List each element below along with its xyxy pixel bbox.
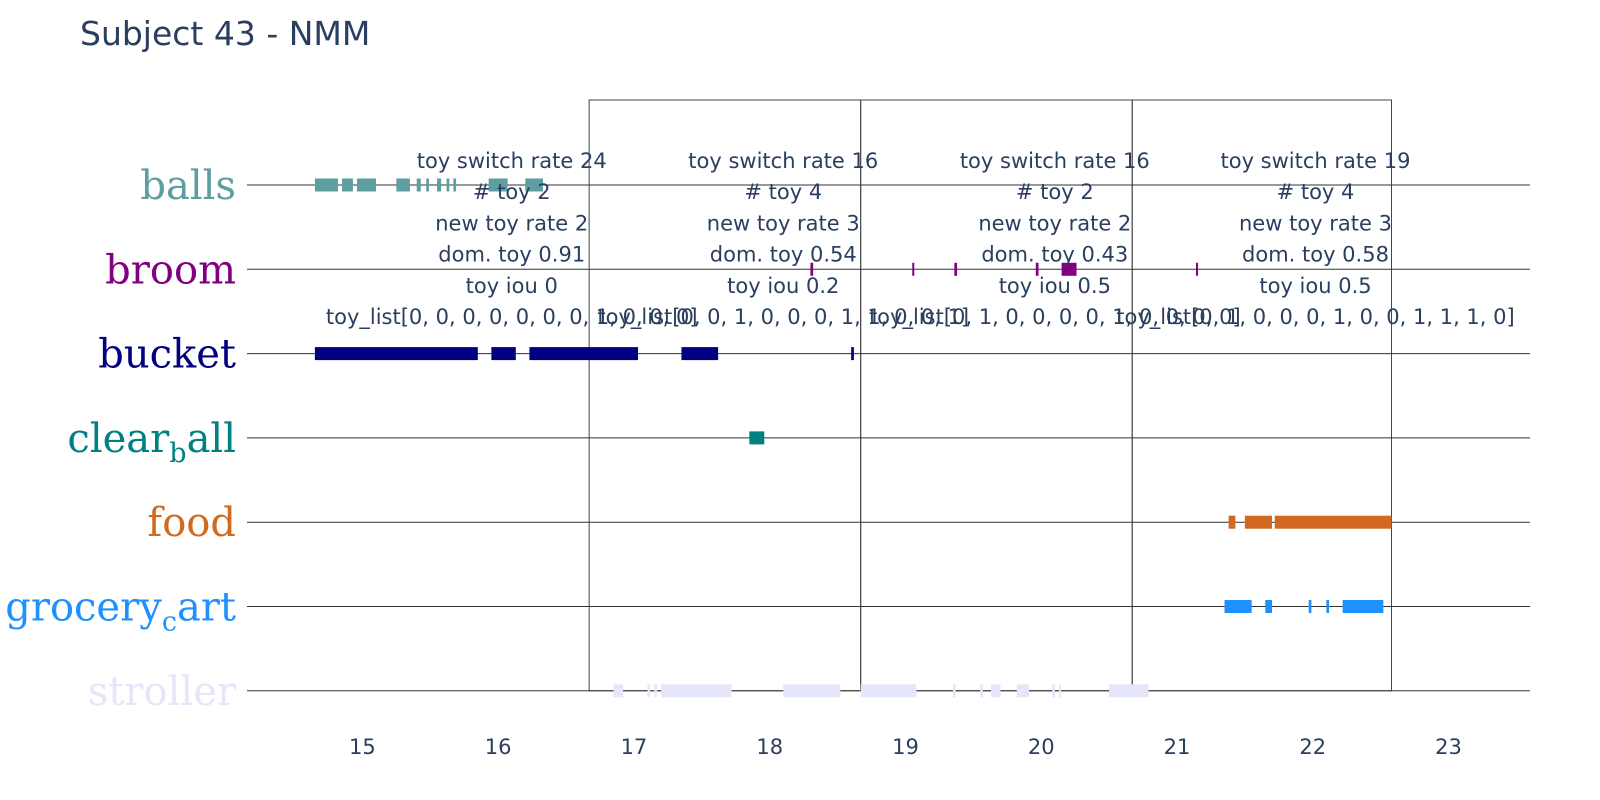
annotation-window-3-line-2: # toy 2 <box>1016 180 1094 204</box>
annotation-window-2-line-5: toy iou 0.2 <box>727 274 839 298</box>
annotation-window-4-line-2: # toy 4 <box>1277 180 1355 204</box>
segment-bucket-5 <box>851 347 854 361</box>
annotation-window-1-line-2: # toy 2 <box>473 180 551 204</box>
segment-balls-1 <box>314 178 338 192</box>
annotation-window-3-line-1: toy switch rate 16 <box>960 149 1150 173</box>
segment-food-2 <box>1244 515 1273 529</box>
segment-grocery_cart-5 <box>1342 600 1384 613</box>
annotation-window-3-line-5: toy iou 0.5 <box>999 274 1111 298</box>
xtick-18: 18 <box>756 735 783 759</box>
segment-food-1 <box>1228 515 1236 529</box>
segment-stroller-5 <box>783 684 841 698</box>
segment-stroller-3 <box>654 684 658 698</box>
xtick-22: 22 <box>1299 735 1326 759</box>
xtick-15: 15 <box>349 735 376 759</box>
segment-broom-3 <box>954 262 958 276</box>
segment-broom-1 <box>810 262 814 276</box>
ytick-stroller: stroller <box>88 669 237 715</box>
segment-balls-9 <box>453 178 457 192</box>
annotation-window-1-line-1: toy switch rate 24 <box>417 149 607 173</box>
segment-stroller-1 <box>613 684 624 698</box>
segment-bucket-3 <box>529 347 639 361</box>
annotation-window-1-line-5: toy iou 0 <box>466 274 558 298</box>
annotation-window-2-line-4: dom. toy 0.54 <box>710 243 857 267</box>
xtick-16: 16 <box>485 735 512 759</box>
segment-stroller-2 <box>647 684 651 698</box>
annotation-window-3-line-6: toy_list[0, 1, 0, 0, 0, 0, 1, 0, 0, 0, 0… <box>869 305 1241 330</box>
segment-balls-5 <box>416 178 421 192</box>
segment-stroller-13 <box>1109 684 1149 698</box>
annotation-window-3-line-4: dom. toy 0.43 <box>981 243 1128 267</box>
segment-balls-10 <box>488 178 508 192</box>
annotation-window-4-line-4: dom. toy 0.58 <box>1242 243 1389 267</box>
ytick-food: food <box>147 500 236 546</box>
annotation-window-3-line-3: new toy rate 2 <box>978 211 1131 235</box>
y-axis-labels: balls broom bucket clearball food grocerycart… <box>5 163 237 715</box>
annotation-window-4-line-5: toy iou 0.5 <box>1259 274 1371 298</box>
xtick-21: 21 <box>1164 735 1191 759</box>
segment-stroller-10 <box>1016 684 1030 698</box>
annotation-window-4-line-3: new toy rate 3 <box>1239 211 1392 235</box>
segment-bucket-1 <box>314 347 478 361</box>
ytick-grocery_cart: grocerycart <box>5 585 236 638</box>
xtick-19: 19 <box>892 735 919 759</box>
segment-stroller-8 <box>980 684 983 698</box>
ytick-broom: broom <box>105 247 236 293</box>
annotation-window-2-line-1: toy switch rate 16 <box>688 149 878 173</box>
annotation-window-1-line-4: dom. toy 0.91 <box>438 243 585 267</box>
segment-stroller-12 <box>1058 684 1061 698</box>
segment-clear_ball-1 <box>749 431 765 445</box>
annotation-window-2-line-2: # toy 4 <box>744 180 822 204</box>
segment-balls-4 <box>396 178 410 192</box>
annotation-window-1-line-3: new toy rate 2 <box>435 211 588 235</box>
window-annotations: toy switch rate 24 # toy 2 new toy rate 2 d… <box>326 149 1515 330</box>
ytick-clear_ball: clearball <box>67 416 236 469</box>
segment-balls-3 <box>356 178 376 192</box>
segment-broom-5 <box>1061 262 1077 276</box>
segment-balls-8 <box>446 178 450 192</box>
segment-grocery_cart-1 <box>1224 600 1252 613</box>
annotation-window-4-line-6: toy_list[0, 1, 0, 0, 0, 1, 0, 0, 1, 1, 1… <box>1116 305 1514 330</box>
segment-stroller-4 <box>661 684 732 698</box>
segment-grocery_cart-4 <box>1326 600 1330 613</box>
xtick-23: 23 <box>1435 735 1462 759</box>
segment-broom-6 <box>1196 262 1199 276</box>
segment-broom-2 <box>912 262 915 276</box>
segment-balls-11 <box>525 178 543 192</box>
segment-balls-6 <box>426 178 429 192</box>
segment-stroller-6 <box>860 684 917 698</box>
segment-balls-2 <box>342 178 353 192</box>
annotation-window-4-line-1: toy switch rate 19 <box>1221 149 1411 173</box>
segment-stroller-9 <box>991 684 1001 698</box>
xtick-20: 20 <box>1028 735 1055 759</box>
segment-grocery_cart-3 <box>1308 600 1312 613</box>
segment-bucket-4 <box>681 347 719 361</box>
toy-segments <box>314 178 1392 698</box>
segment-stroller-7 <box>952 684 956 698</box>
segment-grocery_cart-2 <box>1265 600 1273 613</box>
segment-balls-7 <box>437 178 442 192</box>
xtick-17: 17 <box>621 735 648 759</box>
ytick-balls: balls <box>140 163 236 209</box>
segment-broom-4 <box>1035 262 1039 276</box>
annotation-window-1-line-6: toy_list[0, 0, 0, 0, 0, 0, 0, 1, 0, 0, 0… <box>326 305 698 330</box>
annotation-window-2-line-3: new toy rate 3 <box>707 211 860 235</box>
segment-bucket-2 <box>491 347 516 361</box>
segment-stroller-11 <box>1052 684 1055 698</box>
ytick-bucket: bucket <box>98 332 236 378</box>
segment-food-3 <box>1274 515 1392 529</box>
annotation-window-2-line-6: toy_list[0, 0, 1, 0, 0, 0, 1, 1, 0, 0, 1… <box>597 305 969 330</box>
chart-title: Subject 43 - NMM <box>80 14 371 53</box>
x-axis-labels: 15 16 17 18 19 20 21 22 23 <box>349 735 1462 759</box>
